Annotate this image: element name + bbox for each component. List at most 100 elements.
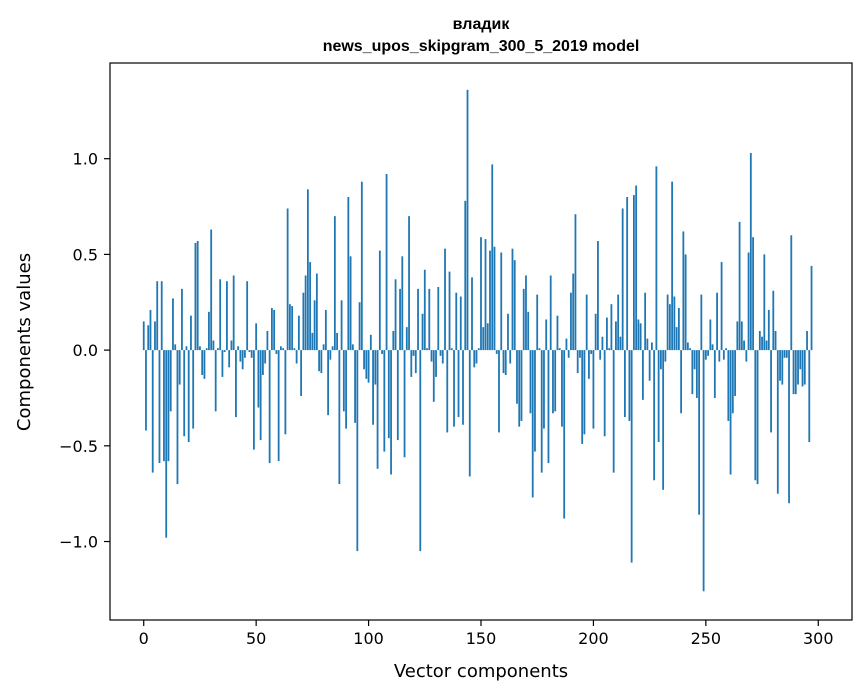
bar-component-198 <box>588 350 590 379</box>
bar-component-233 <box>666 294 669 351</box>
bar-component-34 <box>219 279 222 351</box>
bar-component-261 <box>729 350 732 475</box>
bar-component-102 <box>372 350 374 425</box>
bar-component-24 <box>196 241 199 351</box>
bar-component-105 <box>378 250 381 351</box>
bar-component-287 <box>788 350 790 504</box>
bar-component-47 <box>248 350 251 353</box>
bar-component-20 <box>187 350 190 442</box>
bar-component-98 <box>363 350 365 370</box>
bar-component-230 <box>659 350 662 370</box>
bar-component-19 <box>185 346 188 351</box>
bar-component-247 <box>698 350 700 515</box>
bar-component-11 <box>167 350 170 462</box>
bar-component-285 <box>783 350 786 358</box>
bar-component-123 <box>419 350 422 552</box>
bar-component-209 <box>612 350 615 473</box>
bar-component-276 <box>763 254 766 351</box>
bar-component-273 <box>756 350 759 485</box>
bar-component-275 <box>761 336 763 351</box>
bar-component-219 <box>635 185 638 351</box>
bar-component-101 <box>369 334 372 351</box>
bar-component-269 <box>747 252 750 351</box>
bar-component-162 <box>507 313 509 351</box>
bar-component-25 <box>199 346 201 351</box>
bar-component-205 <box>603 350 606 437</box>
bar-component-54 <box>264 350 267 364</box>
bar-component-154 <box>489 250 491 351</box>
bar-component-200 <box>592 350 595 429</box>
bar-component-251 <box>707 350 709 356</box>
bar-component-206 <box>606 317 608 351</box>
bar-component-173 <box>531 350 534 498</box>
bar-component-9 <box>163 350 165 462</box>
bar-component-95 <box>356 350 359 552</box>
bar-component-215 <box>626 196 629 351</box>
bar-component-5 <box>154 321 156 351</box>
bar-component-58 <box>273 309 276 351</box>
bar-component-249 <box>702 350 705 592</box>
bar-component-180 <box>547 350 550 464</box>
bar-component-280 <box>772 290 775 351</box>
bar-component-217 <box>630 350 633 563</box>
bar-component-73 <box>306 189 309 351</box>
bar-component-107 <box>383 350 386 452</box>
bar-component-96 <box>358 302 361 351</box>
chart-title: владик <box>453 16 511 33</box>
bar-component-232 <box>664 350 667 362</box>
bar-component-207 <box>608 348 611 351</box>
bar-component-117 <box>405 327 408 351</box>
bar-component-103 <box>374 350 377 385</box>
bar-component-196 <box>583 350 586 435</box>
bar-component-160 <box>502 350 505 374</box>
bar-component-188 <box>565 338 568 351</box>
y-axis: −1.0 −0.5 0.0 0.5 1.0 <box>59 150 110 552</box>
bar-component-157 <box>495 350 498 354</box>
bar-component-167 <box>518 350 521 427</box>
bar-component-76 <box>313 300 316 351</box>
bar-component-82 <box>327 350 329 416</box>
bar-component-197 <box>585 294 588 351</box>
bar-component-227 <box>653 350 656 481</box>
bar-component-192 <box>574 214 577 351</box>
bar-component-71 <box>302 292 305 351</box>
bar-component-27 <box>203 350 206 379</box>
bar-component-136 <box>448 271 451 351</box>
bar-component-212 <box>619 336 622 351</box>
bar-component-113 <box>396 350 399 441</box>
bar-component-241 <box>684 254 687 351</box>
bar-component-89 <box>342 350 345 412</box>
bar-component-176 <box>538 348 541 351</box>
bar-component-137 <box>450 348 453 351</box>
bar-component-279 <box>770 350 772 433</box>
y-tick-label: −0.5 <box>59 437 98 456</box>
bar-component-292 <box>799 350 802 370</box>
bar-component-221 <box>639 323 642 351</box>
bar-component-191 <box>572 273 575 351</box>
bar-component-282 <box>776 350 779 494</box>
x-tick-label: 100 <box>353 629 384 648</box>
bar-component-193 <box>576 350 579 374</box>
bar-component-186 <box>561 350 563 427</box>
bar-component-93 <box>351 344 354 351</box>
bar-component-256 <box>718 350 721 362</box>
bar-component-135 <box>446 350 449 433</box>
bar-component-33 <box>217 348 219 351</box>
bar-component-37 <box>226 281 228 351</box>
bar-component-238 <box>677 308 680 351</box>
bar-component-166 <box>516 350 518 404</box>
bar-component-131 <box>437 286 440 351</box>
bar-component-289 <box>792 350 795 395</box>
bar-component-155 <box>491 164 494 351</box>
bar-component-49 <box>253 350 255 450</box>
bar-component-266 <box>740 321 743 351</box>
bar-component-177 <box>540 350 543 473</box>
bar-component-29 <box>208 311 210 351</box>
bar-component-8 <box>160 281 163 351</box>
bar-component-111 <box>392 330 395 351</box>
bar-component-183 <box>554 350 557 412</box>
bar-component-250 <box>704 350 707 360</box>
bar-component-288 <box>790 235 793 351</box>
bar-component-199 <box>590 350 593 354</box>
